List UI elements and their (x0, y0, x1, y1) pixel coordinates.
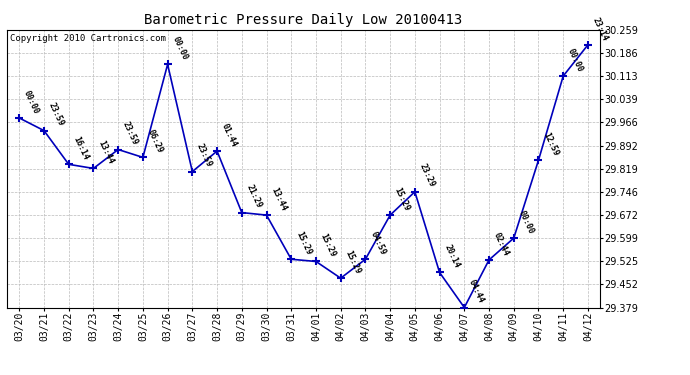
Text: 01:44: 01:44 (220, 122, 239, 148)
Text: 15:29: 15:29 (294, 230, 313, 256)
Text: 23:29: 23:29 (417, 162, 436, 189)
Title: Barometric Pressure Daily Low 20100413: Barometric Pressure Daily Low 20100413 (144, 13, 463, 27)
Text: 23:59: 23:59 (47, 101, 66, 128)
Text: 00:00: 00:00 (517, 209, 535, 236)
Text: 15:29: 15:29 (319, 232, 337, 259)
Text: 13:44: 13:44 (269, 186, 288, 212)
Text: 12:59: 12:59 (541, 131, 560, 158)
Text: 23:59: 23:59 (195, 142, 214, 169)
Text: 23:59: 23:59 (121, 120, 139, 147)
Text: 15:29: 15:29 (393, 186, 412, 212)
Text: 15:29: 15:29 (344, 249, 362, 275)
Text: 02:44: 02:44 (492, 231, 511, 257)
Text: Copyright 2010 Cartronics.com: Copyright 2010 Cartronics.com (10, 34, 166, 43)
Text: 04:59: 04:59 (368, 230, 387, 256)
Text: 13:44: 13:44 (96, 139, 115, 166)
Text: 21:29: 21:29 (244, 183, 264, 210)
Text: 04:44: 04:44 (467, 278, 486, 305)
Text: 00:00: 00:00 (566, 47, 584, 73)
Text: 00:00: 00:00 (22, 89, 41, 115)
Text: 16:14: 16:14 (72, 135, 90, 162)
Text: 00:00: 00:00 (170, 35, 189, 62)
Text: 06:29: 06:29 (146, 128, 164, 154)
Text: 20:14: 20:14 (442, 243, 461, 270)
Text: 23:14: 23:14 (591, 16, 609, 42)
